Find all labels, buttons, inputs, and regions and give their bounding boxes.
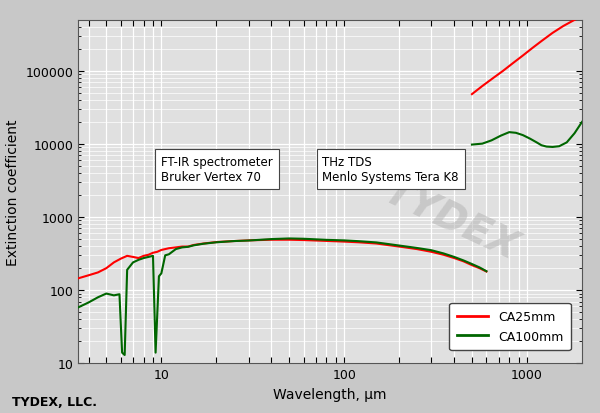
- Text: TYDEX: TYDEX: [378, 172, 524, 267]
- Text: THz TDS
Menlo Systems Tera K8: THz TDS Menlo Systems Tera K8: [322, 156, 459, 184]
- Text: FT-IR spectrometer
Bruker Vertex 70: FT-IR spectrometer Bruker Vertex 70: [161, 156, 273, 184]
- Legend: CA25mm, CA100mm: CA25mm, CA100mm: [449, 303, 571, 350]
- X-axis label: Wavelength, μm: Wavelength, μm: [273, 387, 387, 401]
- Y-axis label: Extinction coefficient: Extinction coefficient: [6, 119, 20, 265]
- Text: TYDEX, LLC.: TYDEX, LLC.: [12, 395, 97, 408]
